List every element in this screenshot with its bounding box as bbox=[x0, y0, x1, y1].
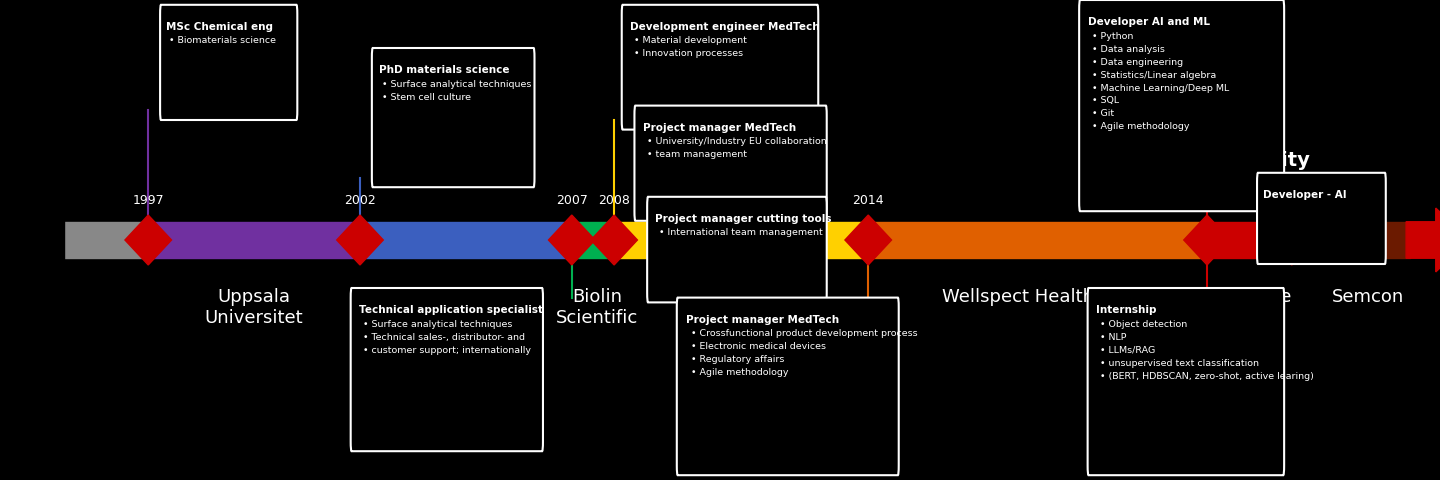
Text: • Electronic medical devices: • Electronic medical devices bbox=[691, 342, 827, 351]
Text: Biolin
Scientific: Biolin Scientific bbox=[556, 288, 638, 327]
Text: • team management: • team management bbox=[647, 150, 747, 159]
Polygon shape bbox=[845, 215, 891, 265]
Text: • SQL: • SQL bbox=[1092, 96, 1119, 106]
Bar bbox=[1292, 222, 1410, 258]
Text: Paliscope: Paliscope bbox=[1207, 288, 1292, 306]
Text: • LLMs/RAG: • LLMs/RAG bbox=[1100, 346, 1155, 355]
Text: • NLP: • NLP bbox=[1100, 333, 1126, 342]
Text: 2002: 2002 bbox=[344, 194, 376, 207]
Bar bbox=[0, 230, 1440, 250]
Text: • Biomaterials science: • Biomaterials science bbox=[168, 36, 276, 46]
Polygon shape bbox=[590, 215, 638, 265]
Text: Developer AI and ML: Developer AI and ML bbox=[1089, 17, 1210, 27]
Text: • Stem cell culture: • Stem cell culture bbox=[383, 93, 471, 102]
Text: • Statistics/Linear algebra: • Statistics/Linear algebra bbox=[1092, 71, 1217, 80]
FancyBboxPatch shape bbox=[351, 288, 543, 451]
Text: Project manager cutting tools: Project manager cutting tools bbox=[655, 214, 832, 224]
Text: • Python: • Python bbox=[1092, 32, 1133, 41]
Text: Project manager MedTech: Project manager MedTech bbox=[687, 315, 840, 325]
Text: • Surface analytical techniques: • Surface analytical techniques bbox=[383, 80, 531, 89]
Text: Wellspect Healthcare: Wellspect Healthcare bbox=[942, 288, 1133, 306]
Text: 1997: 1997 bbox=[132, 194, 164, 207]
Text: • Object detection: • Object detection bbox=[1100, 320, 1188, 329]
Polygon shape bbox=[549, 215, 595, 265]
FancyBboxPatch shape bbox=[1079, 0, 1284, 211]
FancyBboxPatch shape bbox=[1087, 288, 1284, 475]
Bar bbox=[148, 222, 360, 258]
Text: 2024: 2024 bbox=[1276, 194, 1308, 207]
Text: Developer - AI: Developer - AI bbox=[1263, 190, 1346, 200]
Bar bbox=[360, 222, 572, 258]
Text: • Innovation processes: • Innovation processes bbox=[634, 49, 743, 59]
Text: • University/Industry EU collaboration: • University/Industry EU collaboration bbox=[647, 137, 827, 146]
FancyBboxPatch shape bbox=[372, 48, 534, 187]
Bar bbox=[22, 222, 148, 258]
Bar bbox=[1207, 222, 1292, 258]
Text: 2014: 2014 bbox=[852, 194, 884, 207]
FancyBboxPatch shape bbox=[160, 5, 297, 120]
Text: 2007: 2007 bbox=[556, 194, 588, 207]
Text: Internship: Internship bbox=[1096, 305, 1156, 315]
Text: Uppsala
Universitet: Uppsala Universitet bbox=[204, 288, 304, 327]
Polygon shape bbox=[1269, 215, 1315, 265]
Bar bbox=[572, 222, 613, 258]
Text: • Agile methodology: • Agile methodology bbox=[1092, 122, 1189, 132]
Text: 2008: 2008 bbox=[598, 194, 631, 207]
Bar bbox=[0, 0, 63, 480]
Polygon shape bbox=[125, 215, 171, 265]
FancyBboxPatch shape bbox=[647, 197, 827, 302]
Text: • Machine Learning/Deep ML: • Machine Learning/Deep ML bbox=[1092, 84, 1230, 93]
Text: • customer support; internationally: • customer support; internationally bbox=[363, 346, 531, 355]
Text: • Surface analytical techniques: • Surface analytical techniques bbox=[363, 320, 513, 329]
Text: • Data analysis: • Data analysis bbox=[1092, 45, 1165, 54]
Text: PhD materials science: PhD materials science bbox=[379, 65, 510, 75]
Bar bbox=[613, 222, 868, 258]
Text: • Crossfunctional product development process: • Crossfunctional product development pr… bbox=[691, 329, 917, 338]
Text: MSc Chemical eng: MSc Chemical eng bbox=[167, 22, 274, 32]
Text: Semcon: Semcon bbox=[1332, 288, 1404, 306]
Text: • (BERT, HDBSCAN, zero-shot, active learing): • (BERT, HDBSCAN, zero-shot, active lear… bbox=[1100, 372, 1315, 381]
Text: • Regulatory affairs: • Regulatory affairs bbox=[691, 355, 785, 364]
Text: Sandvik: Sandvik bbox=[706, 288, 776, 306]
Text: Technical application specialist: Technical application specialist bbox=[359, 305, 543, 315]
Text: • Git: • Git bbox=[1092, 109, 1115, 119]
Text: Project manager MedTech: Project manager MedTech bbox=[642, 123, 796, 133]
Text: • unsupervised text classification: • unsupervised text classification bbox=[1100, 359, 1259, 368]
Text: • Material development: • Material development bbox=[634, 36, 747, 46]
FancyBboxPatch shape bbox=[677, 298, 899, 475]
Text: Development engineer MedTech: Development engineer MedTech bbox=[631, 22, 819, 32]
FancyBboxPatch shape bbox=[635, 106, 827, 221]
Text: • Data engineering: • Data engineering bbox=[1092, 58, 1184, 67]
FancyArrow shape bbox=[1405, 208, 1440, 272]
Text: IT-University: IT-University bbox=[1172, 151, 1310, 170]
Polygon shape bbox=[337, 215, 383, 265]
FancyBboxPatch shape bbox=[1257, 173, 1385, 264]
Text: 2022: 2022 bbox=[1191, 194, 1223, 207]
Text: • Technical sales-, distributor- and: • Technical sales-, distributor- and bbox=[363, 333, 526, 342]
Text: Chalmers: Chalmers bbox=[423, 288, 508, 306]
Text: • Agile methodology: • Agile methodology bbox=[691, 368, 788, 377]
Text: • International team management: • International team management bbox=[658, 228, 822, 238]
Polygon shape bbox=[1184, 215, 1230, 265]
Bar bbox=[868, 222, 1207, 258]
FancyBboxPatch shape bbox=[622, 5, 818, 130]
